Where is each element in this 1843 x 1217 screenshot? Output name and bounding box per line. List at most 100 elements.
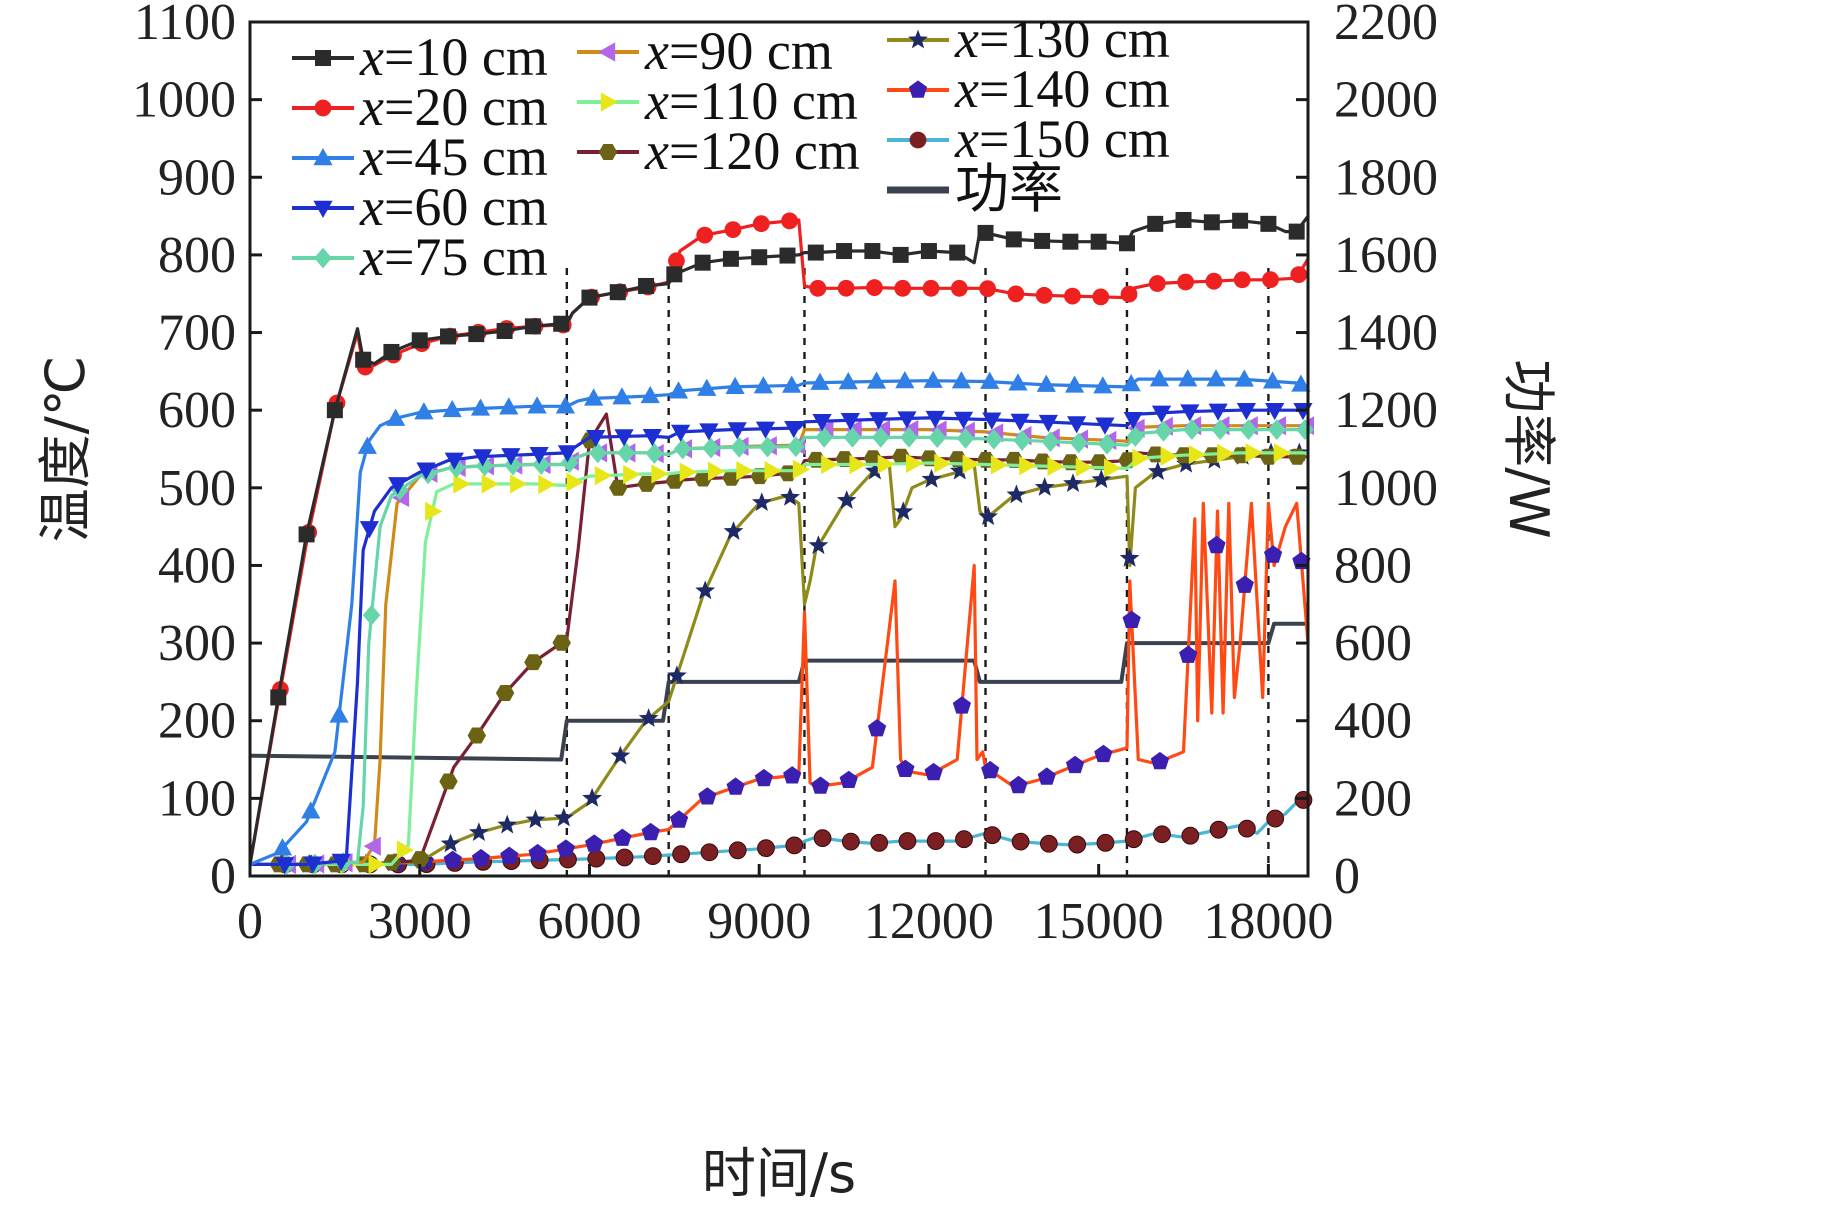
data-point xyxy=(978,506,998,526)
data-point xyxy=(553,807,574,827)
legend-label: x=20 cm xyxy=(359,77,548,137)
y2-tick-label: 1800 xyxy=(1334,149,1438,206)
legend-label: x=120 cm xyxy=(644,121,860,181)
x-tick-label: 12000 xyxy=(864,893,994,950)
data-point xyxy=(1262,271,1279,289)
x-tick-label: 15000 xyxy=(1034,893,1164,950)
data-point xyxy=(609,479,628,496)
data-point xyxy=(867,719,887,737)
data-point xyxy=(1208,403,1228,421)
data-point xyxy=(411,332,428,349)
data-point xyxy=(1035,286,1053,304)
legend-item: x=150 cm xyxy=(887,109,1170,169)
legend-marker xyxy=(908,80,928,98)
legend-label: x=45 cm xyxy=(359,127,548,187)
data-point xyxy=(1273,443,1291,463)
x-tick-label: 9000 xyxy=(707,893,811,950)
data-point xyxy=(1038,414,1058,433)
data-point xyxy=(702,437,720,459)
data-point xyxy=(1265,402,1285,421)
data-point xyxy=(326,402,343,419)
data-point xyxy=(679,462,697,482)
data-point xyxy=(755,421,776,439)
x-tick-label: 18000 xyxy=(1203,893,1333,950)
data-point xyxy=(921,468,942,488)
data-point xyxy=(730,436,749,458)
data-point xyxy=(388,477,408,495)
data-point xyxy=(1007,285,1025,303)
legend-label-variable: x xyxy=(644,121,669,181)
data-point xyxy=(1104,458,1122,478)
x-axis-title: 时间/s xyxy=(702,1142,856,1205)
data-point xyxy=(1151,405,1172,423)
data-point xyxy=(443,850,462,868)
data-point xyxy=(982,412,1002,430)
data-point xyxy=(722,250,739,267)
y2-tick-label: 200 xyxy=(1334,770,1412,827)
data-point xyxy=(586,429,606,448)
data-point xyxy=(1065,755,1085,774)
legend-label-value: =130 cm xyxy=(979,9,1170,69)
data-point xyxy=(357,436,377,454)
legend-marker xyxy=(313,200,333,218)
series-line xyxy=(250,218,1310,865)
data-point xyxy=(894,279,912,297)
data-point xyxy=(495,685,515,701)
data-point xyxy=(671,424,691,442)
data-point xyxy=(1207,535,1226,554)
legend-item: x=90 cm xyxy=(577,21,833,81)
data-point xyxy=(892,246,909,263)
data-point xyxy=(1231,447,1250,464)
data-point xyxy=(363,836,381,856)
data-point xyxy=(896,759,915,777)
data-point xyxy=(383,343,400,360)
legend-label-value: =90 cm xyxy=(669,21,833,81)
data-point xyxy=(1118,235,1135,252)
data-point xyxy=(439,773,458,790)
data-point xyxy=(1119,547,1140,567)
data-point xyxy=(589,442,607,464)
legend-marker xyxy=(314,247,332,269)
data-point xyxy=(1233,271,1251,289)
y-tick-label: 900 xyxy=(158,149,236,206)
legend-item: x=20 cm xyxy=(292,77,548,137)
data-point xyxy=(529,446,549,465)
data-point xyxy=(1006,484,1027,504)
data-point xyxy=(329,705,349,723)
data-point xyxy=(693,470,713,487)
plot-frame xyxy=(248,20,1310,878)
data-point xyxy=(1217,443,1235,464)
data-point xyxy=(906,453,924,474)
legend-label: 功率 xyxy=(955,159,1063,219)
y-tick-label: 300 xyxy=(158,615,236,672)
data-point xyxy=(928,427,947,448)
data-point xyxy=(1093,376,1113,394)
data-point xyxy=(667,665,687,685)
data-point xyxy=(809,279,827,297)
y-tick-label: 800 xyxy=(158,227,236,284)
data-point xyxy=(1011,832,1030,851)
series-line xyxy=(250,451,1308,866)
data-point xyxy=(1179,645,1198,663)
data-point xyxy=(1010,413,1030,431)
data-point xyxy=(699,423,719,441)
data-point xyxy=(1188,445,1207,465)
data-point xyxy=(864,243,881,260)
data-point xyxy=(1009,775,1028,794)
data-point xyxy=(1062,233,1079,250)
legend-label-value: =75 cm xyxy=(384,227,548,287)
data-point xyxy=(1095,417,1115,435)
data-point xyxy=(977,224,994,241)
data-point xyxy=(274,857,295,875)
data-point xyxy=(898,832,917,850)
data-point xyxy=(837,279,855,297)
data-point xyxy=(751,492,772,511)
legend-label-value: =20 cm xyxy=(384,77,548,137)
data-point xyxy=(1064,375,1085,393)
data-point xyxy=(1209,820,1228,839)
data-point xyxy=(470,398,491,416)
data-point xyxy=(651,464,669,484)
y-tick-label: 600 xyxy=(158,382,236,439)
legend-label-variable: x xyxy=(954,59,979,119)
